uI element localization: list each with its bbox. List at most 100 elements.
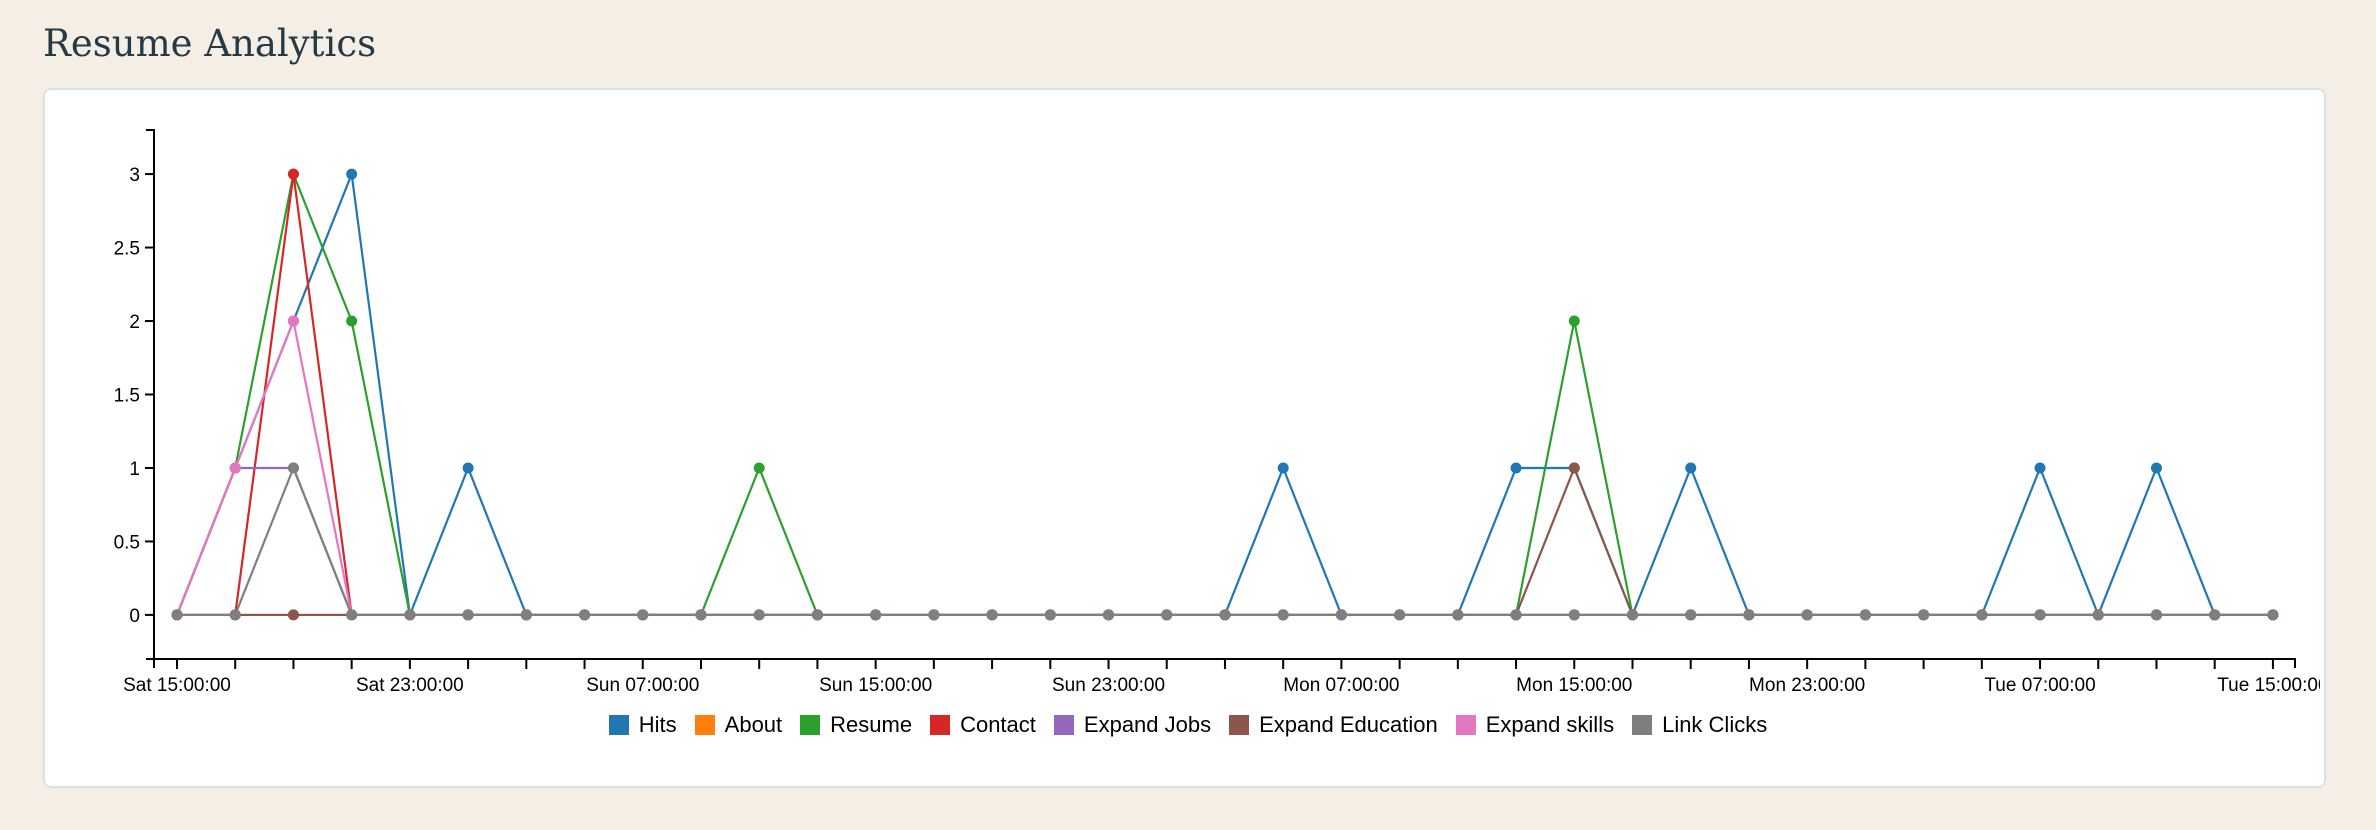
y-tick-label: 1: [129, 459, 140, 480]
chart-card: [43, 88, 2326, 788]
legend-swatch: [694, 715, 715, 735]
data-point: [346, 609, 358, 621]
legend-label: Hits: [638, 712, 677, 737]
legend-swatch: [1229, 715, 1250, 735]
data-point: [1510, 609, 1522, 621]
data-point: [404, 609, 416, 621]
legend-item[interactable]: Expand Education: [1229, 712, 1438, 738]
legend-swatch: [1455, 715, 1476, 735]
y-tick-label: 3: [129, 165, 140, 186]
legend-swatch: [800, 715, 821, 735]
data-point: [2092, 609, 2104, 621]
data-point: [287, 462, 299, 474]
x-tick-label: Sat 15:00:00: [123, 675, 231, 696]
legend-label: Expand Education: [1259, 712, 1438, 737]
y-tick-label: 2.5: [114, 239, 140, 260]
legend-label: Contact: [960, 712, 1036, 737]
data-point: [1568, 315, 1580, 327]
data-point: [1976, 609, 1988, 621]
legend-item[interactable]: Expand skills: [1455, 712, 1615, 738]
data-point: [695, 609, 707, 621]
x-tick-label: Sun 07:00:00: [586, 675, 699, 696]
data-point: [171, 609, 183, 621]
legend-swatch: [1053, 715, 1074, 735]
data-point: [1161, 609, 1173, 621]
x-tick-label: Mon 15:00:00: [1516, 675, 1632, 696]
data-point: [928, 609, 940, 621]
data-point: [346, 315, 358, 327]
data-point: [1103, 609, 1115, 621]
data-point: [287, 315, 299, 327]
legend-label: Link Clicks: [1662, 712, 1768, 737]
data-point: [1510, 462, 1522, 474]
series-expand-jobs: [171, 462, 2279, 621]
legend-item[interactable]: Hits: [608, 712, 677, 738]
x-tick-label: Mon 07:00:00: [1283, 675, 1399, 696]
data-point: [2150, 609, 2162, 621]
data-point: [346, 168, 358, 180]
data-point: [1743, 609, 1755, 621]
series-link-clicks: [171, 462, 2279, 621]
data-point: [986, 609, 998, 621]
x-tick-label: Mon 23:00:00: [1749, 675, 1865, 696]
legend-label: Resume: [830, 712, 913, 737]
data-point: [1277, 462, 1289, 474]
series-line: [177, 173, 2273, 617]
page-title: Resume Analytics: [43, 22, 377, 65]
data-point: [2034, 609, 2046, 621]
legend-item[interactable]: About: [694, 712, 783, 738]
data-point: [462, 462, 474, 474]
series-line: [175, 317, 2273, 617]
series-line: [177, 464, 2273, 617]
legend-swatch: [608, 715, 629, 735]
data-point: [1627, 609, 1638, 621]
legend-label: Expand skills: [1485, 712, 1615, 737]
series-line: [175, 466, 2273, 617]
data-point: [229, 609, 241, 621]
data-point: [1859, 609, 1871, 621]
y-tick-label: 0: [129, 606, 140, 627]
data-point: [1918, 609, 1930, 621]
data-point: [229, 462, 241, 474]
legend-item[interactable]: Expand Jobs: [1053, 712, 1212, 738]
x-tick-label: Sun 23:00:00: [1052, 675, 1165, 696]
data-point: [462, 609, 474, 621]
series-line: [177, 464, 2273, 617]
data-point: [1801, 609, 1813, 621]
legend-label: Expand Jobs: [1083, 712, 1212, 737]
legend-item[interactable]: Contact: [930, 712, 1036, 738]
legend-swatch: [930, 715, 951, 735]
data-point: [1277, 609, 1289, 621]
data-point: [520, 609, 532, 621]
data-point: [579, 609, 591, 621]
data-point: [2209, 609, 2221, 621]
x-tick-label: Tue 15:00:00: [2217, 675, 2328, 696]
series-line: [175, 170, 2273, 617]
data-point: [1568, 462, 1580, 474]
series-contact: [171, 168, 2279, 621]
data-point: [287, 168, 299, 180]
y-tick-label: 0.5: [114, 532, 140, 553]
series-expand-education: [171, 462, 2279, 621]
legend-label: About: [724, 712, 783, 737]
data-point: [287, 609, 299, 621]
data-point: [1452, 609, 1464, 621]
data-point: [2150, 462, 2162, 474]
data-point: [1044, 609, 1056, 621]
series-resume: [171, 168, 2279, 621]
data-point: [1394, 609, 1406, 621]
data-point: [753, 609, 765, 621]
legend-swatch: [1632, 715, 1653, 735]
x-tick-label: Sun 15:00:00: [819, 675, 932, 696]
series-line: [175, 169, 2273, 620]
legend-item[interactable]: Resume: [800, 712, 912, 738]
data-point: [753, 462, 765, 474]
chart-legend: Hits About Resume Contact Expand Jobs Expand …: [0, 712, 2376, 738]
data-point: [1219, 609, 1231, 621]
data-point: [637, 609, 649, 621]
data-point: [1685, 609, 1697, 621]
legend-item[interactable]: Link Clicks: [1632, 712, 1767, 738]
data-point: [1685, 462, 1697, 474]
y-tick-label: 2: [129, 312, 140, 333]
y-tick-label: 1.5: [114, 386, 140, 407]
